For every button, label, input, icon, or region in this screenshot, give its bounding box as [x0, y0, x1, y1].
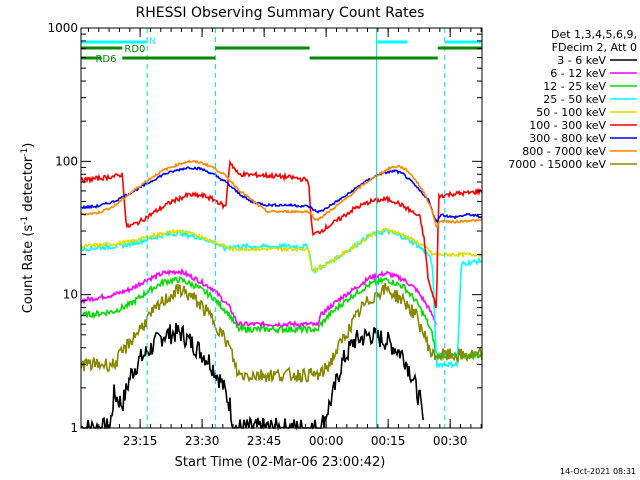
annotation-rd0: RD0	[124, 44, 145, 55]
legend-entry: 6 - 12 keV	[550, 67, 606, 80]
x-axis-ticks: 23:15 23:30 23:45 00:00 00:15 00:30	[87, 28, 482, 448]
y-tick-label: 10	[63, 288, 78, 302]
y-axis-label: Count Rate (s-1 detector-1)	[20, 143, 36, 314]
legend-entry: 12 - 25 keV	[543, 80, 606, 93]
series-line	[80, 159, 483, 230]
legend-entry: 100 - 300 keV	[529, 119, 606, 132]
x-tick-label: 00:00	[309, 434, 344, 448]
annotation-n: N	[149, 37, 156, 47]
legend-entry: 25 - 50 keV	[543, 93, 606, 106]
x-tick-label: 23:45	[247, 434, 282, 448]
y-tick-label: 100	[55, 154, 78, 168]
legend-entry: 50 - 100 keV	[536, 106, 606, 119]
series-line	[80, 275, 483, 362]
legend-entry: 3 - 6 keV	[557, 54, 606, 67]
series-line	[80, 227, 482, 274]
plot-frame	[80, 27, 483, 429]
legend: Det 1,3,4,5,6,9,FDecim 2, Att 03 - 6 keV…	[508, 28, 637, 171]
annotation-rd6: RD6	[95, 54, 116, 65]
x-tick-label: 23:15	[123, 434, 158, 448]
legend-title-line: FDecim 2, Att 0	[552, 41, 637, 54]
legend-entry: 800 - 7000 keV	[522, 145, 606, 158]
series-line	[80, 166, 483, 224]
y-axis-ticks: 1 10 100 1000	[47, 21, 482, 435]
chart-title: RHESSI Observing Summary Count Rates	[136, 5, 425, 21]
x-tick-label: 00:15	[371, 434, 406, 448]
legend-title-line: Det 1,3,4,5,6,9,	[551, 28, 637, 41]
timestamp: 14-Oct-2021 08:31	[560, 467, 636, 476]
x-tick-label: 23:30	[185, 434, 220, 448]
series-line	[80, 159, 483, 309]
x-axis-label: Start Time (02-Mar-06 23:00:42)	[175, 455, 386, 470]
series-line	[80, 283, 483, 383]
y-tick-label: 1000	[47, 21, 78, 35]
y-tick-label: 1	[70, 421, 78, 435]
series-lines	[80, 159, 483, 431]
legend-entry: 7000 - 15000 keV	[508, 158, 606, 171]
status-overlays: N RD0 RD6	[80, 28, 482, 428]
x-tick-label: 00:30	[433, 434, 468, 448]
legend-entry: 300 - 800 keV	[529, 132, 606, 145]
